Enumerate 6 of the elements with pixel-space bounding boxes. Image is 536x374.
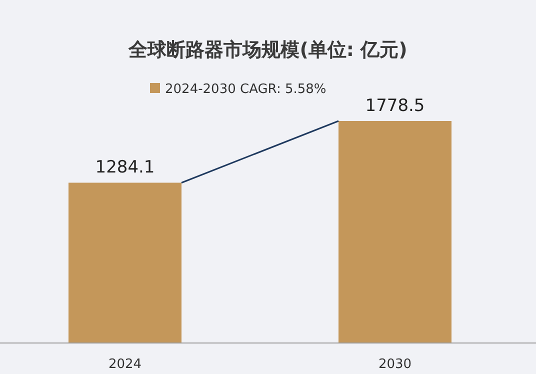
legend: 2024-2030 CAGR: 5.58% [150, 82, 326, 97]
data-label: 1778.5 [365, 96, 425, 116]
chart-title: 全球断路器市场规模(单位: 亿元) [128, 39, 408, 61]
x-tick-label: 2024 [108, 357, 142, 372]
data-label: 1284.1 [95, 158, 155, 178]
x-tick-label: 2030 [378, 357, 412, 372]
